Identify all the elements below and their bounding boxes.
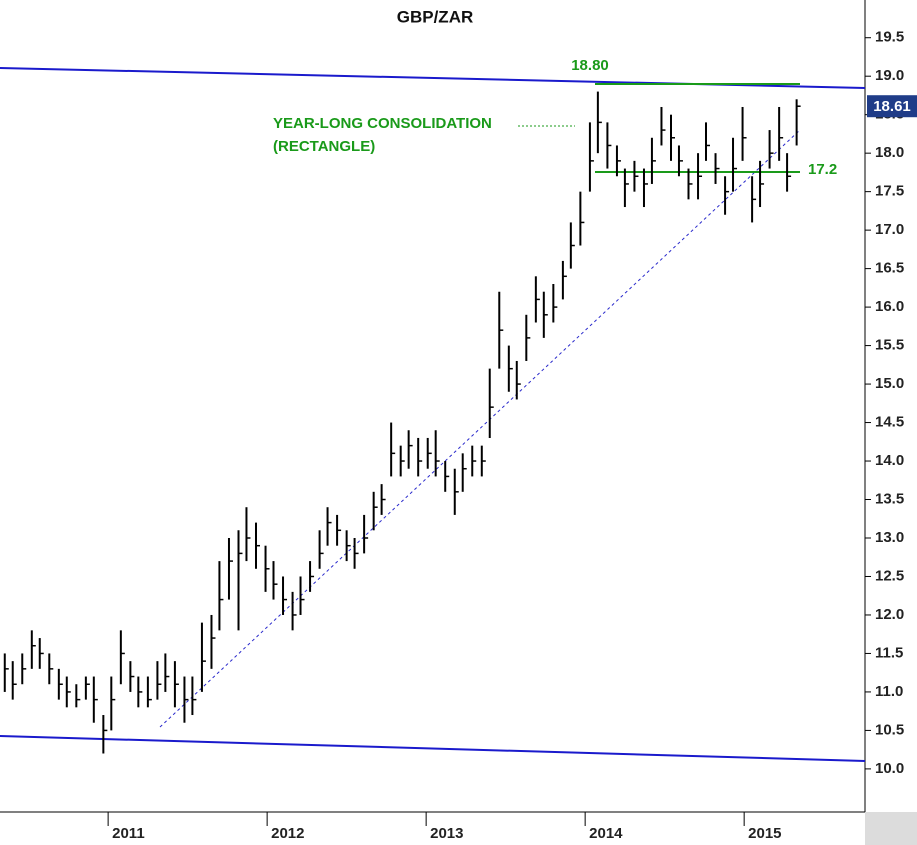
y-tick-label: 15.5 [875, 337, 904, 354]
y-tick-label: 19.0 [875, 67, 904, 84]
y-tick-label: 16.0 [875, 298, 904, 315]
annotation: 17.2 [808, 161, 837, 178]
y-tick-label: 12.5 [875, 567, 904, 584]
annotation: 18.80 [571, 57, 609, 74]
y-tick-label: 13.5 [875, 490, 904, 507]
y-tick-label: 13.0 [875, 529, 904, 546]
y-tick-label: 14.5 [875, 414, 904, 431]
y-tick-label: 12.0 [875, 606, 904, 623]
chart-title: GBP/ZAR [397, 7, 474, 26]
annotation: YEAR-LONG CONSOLIDATION [273, 115, 492, 132]
x-tick-label: 2012 [271, 825, 304, 842]
y-tick-label: 18.0 [875, 144, 904, 161]
corner [865, 812, 917, 845]
y-tick-label: 17.0 [875, 221, 904, 238]
x-tick-label: 2013 [430, 825, 463, 842]
x-tick-label: 2014 [589, 825, 623, 842]
y-tick-label: 10.0 [875, 760, 904, 777]
last-price-label: 18.61 [873, 98, 911, 115]
x-tick-label: 2015 [748, 825, 781, 842]
y-tick-label: 14.0 [875, 452, 904, 469]
last-price-box [867, 95, 917, 118]
y-tick-label: 10.5 [875, 721, 904, 738]
annotation: (RECTANGLE) [273, 138, 375, 155]
lower-channel [0, 735, 866, 762]
y-tick-label: 15.0 [875, 375, 904, 392]
y-tick-label: 17.5 [875, 183, 904, 200]
x-tick-label: 2011 [112, 825, 145, 842]
trend-line [159, 129, 801, 728]
y-tick-label: 16.5 [875, 260, 904, 277]
y-tick-label: 11.0 [875, 683, 903, 700]
y-tick-label: 19.5 [875, 29, 904, 46]
y-tick-label: 11.5 [875, 644, 903, 661]
